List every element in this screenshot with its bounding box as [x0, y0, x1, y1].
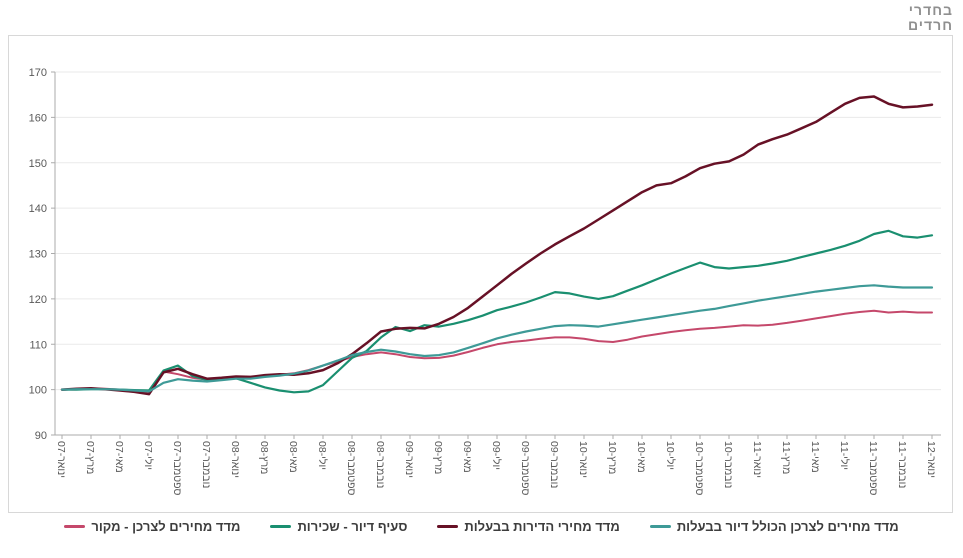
x-axis-label: ינואר-09 [403, 441, 415, 478]
legend-label: מדד מחירי הדירות בבעלות [464, 519, 620, 534]
y-axis-label: 130 [29, 249, 47, 261]
x-axis-label: מרץ-11 [780, 441, 792, 474]
y-axis-label: 100 [29, 385, 47, 397]
legend-swatch [270, 525, 292, 528]
x-axis-label: מאי-09 [461, 441, 473, 473]
x-axis-label: ינואר-10 [577, 441, 589, 478]
x-axis-label: מרץ-10 [606, 441, 618, 474]
x-axis-label: נובמבר-11 [896, 441, 908, 488]
legend-swatch [437, 525, 459, 528]
legend-swatch [649, 525, 671, 528]
x-axis-label: יולי-10 [664, 441, 676, 470]
x-axis-label: ספטמבר-09 [519, 441, 531, 495]
x-axis-label: יולי-08 [316, 441, 328, 470]
x-axis-label: ספטמבר-11 [867, 441, 879, 495]
site-logo: בחדרי חרדים [908, 3, 953, 33]
x-axis-label: מאי-11 [809, 441, 821, 473]
x-axis-label: יולי-11 [838, 441, 850, 470]
legend-item-1: סעיף דיור - שכירות [270, 519, 407, 534]
legend-item-0: מדד מחירים לצרכן - מקור [64, 519, 240, 534]
series-line-3 [60, 284, 934, 393]
x-axis-label: ינואר-08 [229, 441, 241, 478]
x-axis-label: מאי-07 [113, 441, 125, 473]
x-axis-label: ינואר-12 [925, 441, 937, 478]
y-axis-label: 170 [29, 67, 47, 79]
site-logo-line1: בחדרי [908, 2, 953, 18]
y-axis-label: 160 [29, 112, 47, 124]
x-axis-label: מרץ-07 [84, 441, 96, 474]
legend-label: סעיף דיור - שכירות [297, 519, 408, 534]
legend-label: מדד מחירים לצרכן - מקור [91, 519, 241, 534]
y-axis-label: 110 [29, 339, 47, 351]
y-axis-label: 140 [29, 203, 47, 215]
x-axis-label: נובמבר-10 [722, 441, 734, 488]
x-axis-label: ספטמבר-10 [693, 441, 705, 495]
x-axis-label: ינואר-11 [751, 441, 763, 478]
x-axis-label: מרץ-08 [258, 441, 270, 474]
legend-label: מדד מחירים לצרכן הכולל דיור בבעלות [676, 519, 899, 534]
chart-panel-border [8, 35, 953, 513]
x-axis-label: יולי-09 [490, 441, 502, 470]
site-logo-line2: חרדים [907, 17, 953, 33]
y-axis-label: 120 [29, 294, 47, 306]
x-axis-label: מאי-10 [635, 441, 647, 473]
chart-legend: מדד מחירים לצרכן - מקור סעיף דיור - שכירו… [0, 519, 963, 534]
x-axis-label: מרץ-09 [432, 441, 444, 474]
x-axis-label: ינואר-07 [55, 441, 67, 478]
x-axis-label: נובמבר-07 [200, 441, 212, 488]
x-axis-label: יולי-07 [142, 441, 154, 470]
legend-item-2: מדד מחירי הדירות בבעלות [437, 519, 620, 534]
y-axis-label: 150 [29, 158, 47, 170]
x-axis-label: ספטמבר-08 [345, 441, 357, 495]
legend-item-3: מדד מחירים לצרכן הכולל דיור בבעלות [649, 519, 899, 534]
x-axis-label: נובמבר-08 [374, 441, 386, 488]
x-axis-label: נובמבר-09 [548, 441, 560, 488]
y-axis-label: 90 [35, 430, 47, 442]
series-line-2 [60, 95, 934, 396]
x-axis-label: ספטמבר-07 [171, 441, 183, 495]
series-line-1 [60, 229, 934, 394]
legend-swatch [64, 525, 86, 528]
x-axis-label: מאי-08 [287, 441, 299, 473]
